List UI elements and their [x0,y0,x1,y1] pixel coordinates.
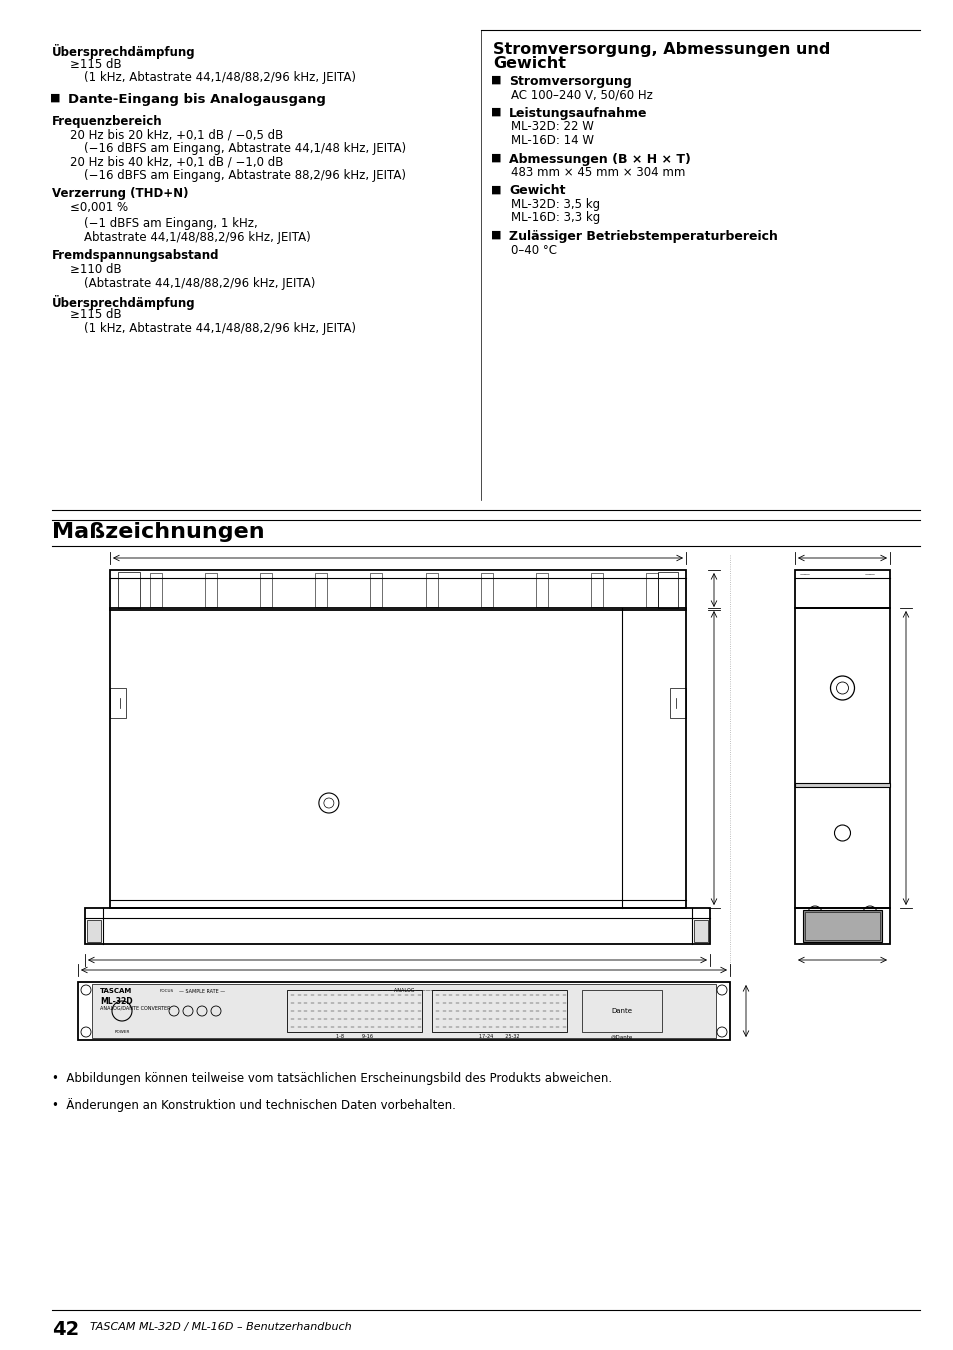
Text: ■: ■ [491,76,501,85]
Polygon shape [91,984,716,1038]
Text: ————————————— ANALOG —————————————: ————————————— ANALOG ————————————— [329,988,478,994]
Polygon shape [794,783,889,787]
Text: ML-16D: 3,3 kg: ML-16D: 3,3 kg [511,212,599,224]
Text: Gewicht: Gewicht [509,185,565,197]
Text: Frequenzbereich: Frequenzbereich [52,115,162,128]
Text: Leistungsaufnahme: Leistungsaufnahme [509,107,647,120]
Text: ML-16D: 14 W: ML-16D: 14 W [511,134,594,147]
Text: (Abtastrate 44,1/48/88,2/96 kHz, JEITA): (Abtastrate 44,1/48/88,2/96 kHz, JEITA) [84,277,315,289]
Text: ——: —— [800,572,810,578]
Text: •  Abbildungen können teilweise vom tatsächlichen Erscheinungsbild des Produkts : • Abbildungen können teilweise vom tatsä… [52,1072,612,1085]
Text: POWER: POWER [114,1030,130,1034]
Text: (−16 dBFS am Eingang, Abtastrate 44,1/48 kHz, JEITA): (−16 dBFS am Eingang, Abtastrate 44,1/48… [84,142,406,155]
Polygon shape [693,919,707,942]
Text: (−16 dBFS am Eingang, Abtastrate 88,2/96 kHz, JEITA): (−16 dBFS am Eingang, Abtastrate 88,2/96… [84,169,406,182]
Text: ■: ■ [491,107,501,117]
Text: Stromversorgung, Abmessungen und: Stromversorgung, Abmessungen und [493,42,829,57]
Text: Gewicht: Gewicht [493,55,565,70]
Text: 17-24        25-32: 17-24 25-32 [478,1034,519,1040]
Text: Übersprechdämpfung: Übersprechdämpfung [52,296,195,310]
Text: 20 Hz bis 40 kHz, +0,1 dB / −1,0 dB: 20 Hz bis 40 kHz, +0,1 dB / −1,0 dB [70,155,283,169]
Text: ——: —— [864,572,875,578]
Text: 20 Hz bis 20 kHz, +0,1 dB / −0,5 dB: 20 Hz bis 20 kHz, +0,1 dB / −0,5 dB [70,128,283,142]
Text: — SAMPLE RATE —: — SAMPLE RATE — [179,990,225,994]
Text: ≥115 dB: ≥115 dB [70,309,121,321]
Polygon shape [802,910,882,942]
Text: Verzerrung (THD+N): Verzerrung (THD+N) [52,188,189,201]
Text: 1-8            9-16: 1-8 9-16 [335,1034,373,1040]
Text: Abtastrate 44,1/48/88,2/96 kHz, JEITA): Abtastrate 44,1/48/88,2/96 kHz, JEITA) [84,231,311,244]
Text: AC 100–240 V, 50/60 Hz: AC 100–240 V, 50/60 Hz [511,89,652,101]
Text: FOCUS: FOCUS [160,990,173,994]
Text: Dante-Eingang bis Analogausgang: Dante-Eingang bis Analogausgang [68,93,326,107]
Text: 0–40 °C: 0–40 °C [511,243,557,256]
Text: TASCAM ML-32D / ML-16D – Benutzerhandbuch: TASCAM ML-32D / ML-16D – Benutzerhandbuc… [90,1322,352,1332]
Text: 483 mm × 45 mm × 304 mm: 483 mm × 45 mm × 304 mm [511,166,684,180]
Text: ML-32D: 22 W: ML-32D: 22 W [511,120,594,134]
Text: Übersprechdämpfung: Übersprechdämpfung [52,45,195,59]
Text: ≥115 dB: ≥115 dB [70,58,121,70]
Text: ML-32D: ML-32D [100,998,132,1006]
Text: Maßzeichnungen: Maßzeichnungen [52,522,264,541]
Polygon shape [804,913,879,940]
Text: Dante: Dante [611,1008,632,1014]
Text: ■: ■ [491,230,501,240]
Text: (1 kHz, Abtastrate 44,1/48/88,2/96 kHz, JEITA): (1 kHz, Abtastrate 44,1/48/88,2/96 kHz, … [84,323,355,335]
Text: ML-32D: 3,5 kg: ML-32D: 3,5 kg [511,198,599,211]
Polygon shape [87,919,101,942]
Text: Abmessungen (B × H × T): Abmessungen (B × H × T) [509,153,690,166]
Text: (−1 dBFS am Eingang, 1 kHz,: (−1 dBFS am Eingang, 1 kHz, [84,217,257,231]
Text: Stromversorgung: Stromversorgung [509,76,631,88]
Text: (1 kHz, Abtastrate 44,1/48/88,2/96 kHz, JEITA): (1 kHz, Abtastrate 44,1/48/88,2/96 kHz, … [84,72,355,84]
Text: TASCAM: TASCAM [100,988,132,994]
Text: Zulässiger Betriebstemperaturbereich: Zulässiger Betriebstemperaturbereich [509,230,777,243]
Text: ≥110 dB: ≥110 dB [70,263,121,275]
Text: @Dante: @Dante [610,1034,633,1040]
Text: •  Änderungen an Konstruktion und technischen Daten vorbehalten.: • Änderungen an Konstruktion und technis… [52,1098,456,1112]
Text: Fremdspannungsabstand: Fremdspannungsabstand [52,250,219,262]
Text: ■: ■ [50,93,60,103]
Text: ≤0,001 %: ≤0,001 % [70,201,128,215]
Text: ANALOG/DANTE CONVERTER: ANALOG/DANTE CONVERTER [100,1006,171,1011]
Text: ■: ■ [491,153,501,162]
Text: 42: 42 [52,1320,79,1339]
Text: ■: ■ [491,185,501,194]
